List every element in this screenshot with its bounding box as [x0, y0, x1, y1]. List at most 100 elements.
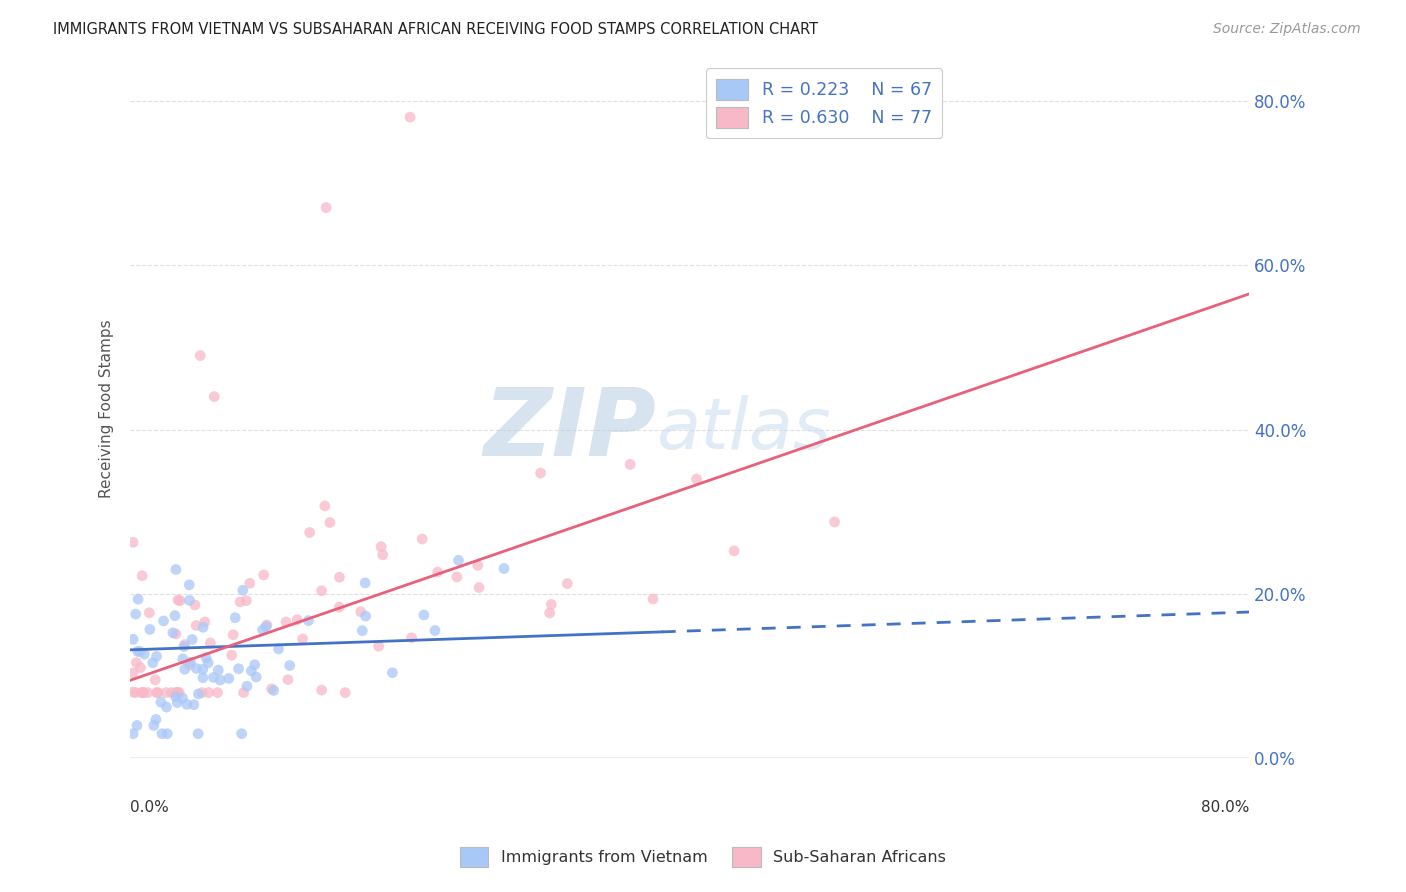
- Point: [179, 658, 201, 673]
- Point: [195, 650, 218, 665]
- Point: [166, 685, 188, 699]
- Point: [685, 472, 707, 486]
- Point: [314, 499, 336, 513]
- Point: [122, 535, 145, 549]
- Point: [315, 201, 337, 215]
- Point: [252, 623, 274, 637]
- Point: [224, 610, 246, 624]
- Point: [641, 592, 664, 607]
- Point: [202, 390, 225, 404]
- Point: [131, 685, 153, 699]
- Point: [207, 685, 229, 699]
- Point: [165, 562, 187, 576]
- Y-axis label: Receiving Food Stamps: Receiving Food Stamps: [100, 319, 114, 499]
- Point: [181, 632, 204, 647]
- Point: [152, 614, 174, 628]
- Point: [328, 600, 350, 615]
- Point: [468, 581, 491, 595]
- Point: [232, 583, 254, 598]
- Point: [124, 607, 146, 621]
- Point: [239, 576, 262, 591]
- Point: [163, 608, 186, 623]
- Point: [319, 516, 342, 530]
- Point: [125, 656, 148, 670]
- Legend: Immigrants from Vietnam, Sub-Saharan Africans: Immigrants from Vietnam, Sub-Saharan Afr…: [453, 841, 953, 873]
- Point: [194, 615, 217, 629]
- Point: [202, 670, 225, 684]
- Point: [467, 558, 489, 573]
- Point: [187, 687, 209, 701]
- Point: [335, 685, 357, 699]
- Point: [167, 593, 190, 607]
- Point: [367, 639, 389, 653]
- Point: [232, 685, 254, 699]
- Text: 80.0%: 80.0%: [1201, 800, 1250, 815]
- Point: [221, 648, 243, 663]
- Point: [122, 632, 145, 647]
- Point: [188, 349, 211, 363]
- Point: [298, 525, 321, 540]
- Point: [538, 606, 561, 620]
- Point: [447, 553, 470, 567]
- Point: [173, 638, 195, 652]
- Text: ZIP: ZIP: [484, 384, 657, 476]
- Text: 0.0%: 0.0%: [131, 800, 169, 815]
- Point: [169, 593, 191, 607]
- Point: [173, 662, 195, 676]
- Point: [277, 673, 299, 687]
- Point: [529, 466, 551, 480]
- Point: [172, 652, 194, 666]
- Point: [165, 690, 187, 704]
- Point: [179, 578, 201, 592]
- Point: [426, 565, 449, 579]
- Point: [209, 673, 232, 687]
- Point: [492, 561, 515, 575]
- Point: [371, 548, 394, 562]
- Point: [142, 656, 165, 670]
- Point: [191, 662, 214, 676]
- Point: [311, 683, 333, 698]
- Point: [176, 698, 198, 712]
- Point: [186, 618, 208, 632]
- Point: [235, 593, 257, 607]
- Point: [197, 656, 219, 670]
- Point: [381, 665, 404, 680]
- Point: [122, 665, 145, 680]
- Point: [125, 685, 148, 699]
- Point: [165, 685, 187, 699]
- Point: [149, 695, 172, 709]
- Point: [200, 636, 222, 650]
- Point: [145, 713, 167, 727]
- Point: [132, 685, 155, 699]
- Point: [231, 727, 253, 741]
- Point: [139, 623, 162, 637]
- Point: [540, 598, 562, 612]
- Point: [285, 613, 308, 627]
- Point: [134, 647, 156, 661]
- Point: [166, 696, 188, 710]
- Point: [229, 595, 252, 609]
- Point: [412, 607, 434, 622]
- Point: [350, 605, 373, 619]
- Point: [173, 640, 195, 654]
- Point: [619, 458, 641, 472]
- Point: [260, 681, 283, 696]
- Point: [267, 641, 290, 656]
- Point: [145, 685, 167, 699]
- Point: [328, 570, 350, 584]
- Point: [132, 685, 155, 699]
- Point: [240, 664, 263, 678]
- Text: atlas: atlas: [657, 395, 831, 465]
- Point: [179, 655, 201, 669]
- Point: [187, 727, 209, 741]
- Point: [191, 671, 214, 685]
- Point: [179, 593, 201, 607]
- Point: [184, 598, 207, 612]
- Point: [228, 662, 250, 676]
- Point: [253, 568, 276, 582]
- Point: [155, 685, 177, 699]
- Point: [207, 663, 229, 677]
- Point: [131, 568, 153, 582]
- Point: [218, 672, 240, 686]
- Point: [138, 606, 160, 620]
